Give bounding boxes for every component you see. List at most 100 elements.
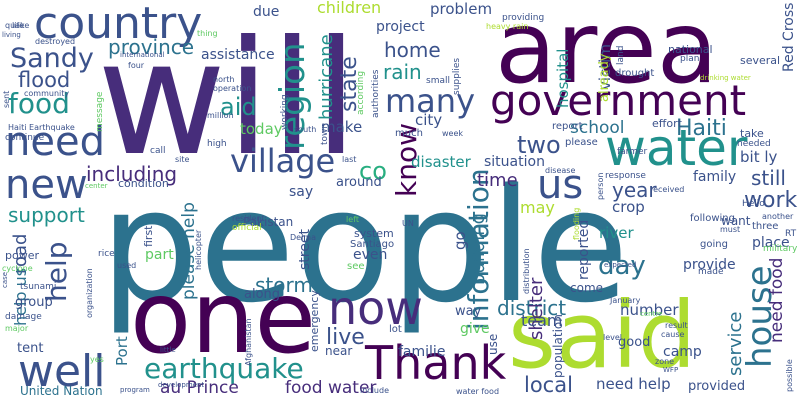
word-left: left <box>346 215 359 224</box>
word-four: four <box>128 61 145 70</box>
word-disease: disease <box>545 166 576 175</box>
word-people: people <box>100 155 629 337</box>
word-thing: thing <box>197 29 218 38</box>
word-well: well <box>18 346 106 397</box>
word-first: first <box>142 225 155 248</box>
word-tent: tent <box>17 341 44 356</box>
word-going: going <box>700 239 728 250</box>
word-already: already <box>597 53 612 102</box>
word-need: need <box>5 119 105 165</box>
word-organization: organization <box>85 268 94 318</box>
word-quake: quake <box>5 21 30 30</box>
word-may: may <box>520 198 555 217</box>
word-provided: provided <box>688 379 746 394</box>
word-rt: RT <box>785 229 797 239</box>
word-plan: plan <box>680 54 700 64</box>
word-part: part <box>145 247 174 263</box>
word-way: way <box>455 304 482 319</box>
word-distribution: distribution <box>522 248 531 294</box>
word-drinking-water: drinking water <box>700 74 751 82</box>
word-zone: zone <box>655 357 675 366</box>
word-city: city <box>415 111 443 129</box>
word-response: response <box>605 171 646 181</box>
word-much: much <box>395 128 423 139</box>
word-pakistan: Pakistan <box>243 215 294 229</box>
word-need-food: need food <box>767 257 787 343</box>
word-needed: needed <box>737 139 771 149</box>
word-expected: expected <box>604 261 637 269</box>
word-lot: lot <box>389 324 402 335</box>
word-service: service <box>725 311 746 376</box>
word-year: year <box>612 178 657 202</box>
word-take: take <box>740 127 764 140</box>
word-include: include <box>360 386 389 395</box>
word-yes: yes <box>90 355 104 364</box>
word-haiti-earthquake: Haiti Earthquake <box>8 123 75 132</box>
word-water-food: water food <box>456 387 500 396</box>
word-hurricane: hurricane <box>316 34 337 120</box>
word-supplies: supplies <box>452 57 462 95</box>
word-official: official <box>232 223 262 233</box>
word-place: place <box>752 235 790 251</box>
word-un: UN <box>402 219 414 228</box>
word-north: north <box>213 75 235 84</box>
word-one: one <box>130 259 317 376</box>
word-rain: rain <box>383 60 422 84</box>
word-will: will <box>97 7 358 191</box>
word-must: must <box>720 225 741 234</box>
word-problem: problem <box>430 0 493 18</box>
word-now: now <box>328 281 423 335</box>
word-go: go <box>451 231 469 250</box>
word-make: make <box>321 118 363 136</box>
word-damage: damage <box>5 312 42 322</box>
word-earthquake: earthquake <box>144 352 304 385</box>
word-power: power <box>5 249 39 262</box>
word-hello: Hello <box>742 199 765 209</box>
word-helicopter: helicopter <box>194 229 203 270</box>
word-tsunami: tsunami <box>20 282 57 292</box>
word-along: along <box>244 287 281 302</box>
word-result: result <box>665 321 688 330</box>
word-say: say <box>289 184 314 200</box>
word-site: site <box>175 155 190 164</box>
word-living: living <box>2 31 21 39</box>
word-help: help <box>40 241 73 302</box>
word-near: near <box>325 344 353 358</box>
word-food-water: food water <box>285 378 377 398</box>
word-situation: situation <box>484 154 545 170</box>
word-bit-ly: bit ly <box>740 148 778 166</box>
word-area: area <box>495 0 718 106</box>
word-case: case <box>1 271 9 288</box>
word-received: received <box>650 185 685 194</box>
word-cause: cause <box>661 330 685 339</box>
word-program: program <box>120 386 150 394</box>
word-said: said <box>508 282 697 389</box>
word-united-nation: United Nation <box>20 384 103 398</box>
word-district: district <box>497 296 567 320</box>
word-providing: providing <box>502 13 545 23</box>
word-wfp: WFP <box>663 366 679 374</box>
word-storm: storm <box>255 273 313 297</box>
word-disaster: disaster <box>411 153 471 171</box>
word-national: national <box>668 43 713 56</box>
word-sandy: Sandy <box>10 43 94 74</box>
word-development: development <box>158 381 205 389</box>
word-destroyed: destroyed <box>35 37 76 46</box>
word-group: group <box>15 295 53 310</box>
word-several: several <box>740 54 781 67</box>
word-level: level <box>603 333 623 342</box>
word-two: two <box>517 131 561 159</box>
word-haiti: Haiti <box>676 116 727 141</box>
word-thank: Thank <box>365 336 507 390</box>
word-even: even <box>353 247 388 263</box>
word-message: message <box>95 91 105 132</box>
word-river: river <box>599 224 634 242</box>
word-high: high <box>207 139 227 149</box>
word-system: system <box>354 227 394 240</box>
word-farmer: farmer <box>617 147 648 157</box>
word-life: life <box>12 21 25 30</box>
word-aid: aid <box>220 93 257 121</box>
word-water: water <box>605 119 748 177</box>
word-work: work <box>744 188 798 213</box>
word-country: country <box>34 0 203 49</box>
